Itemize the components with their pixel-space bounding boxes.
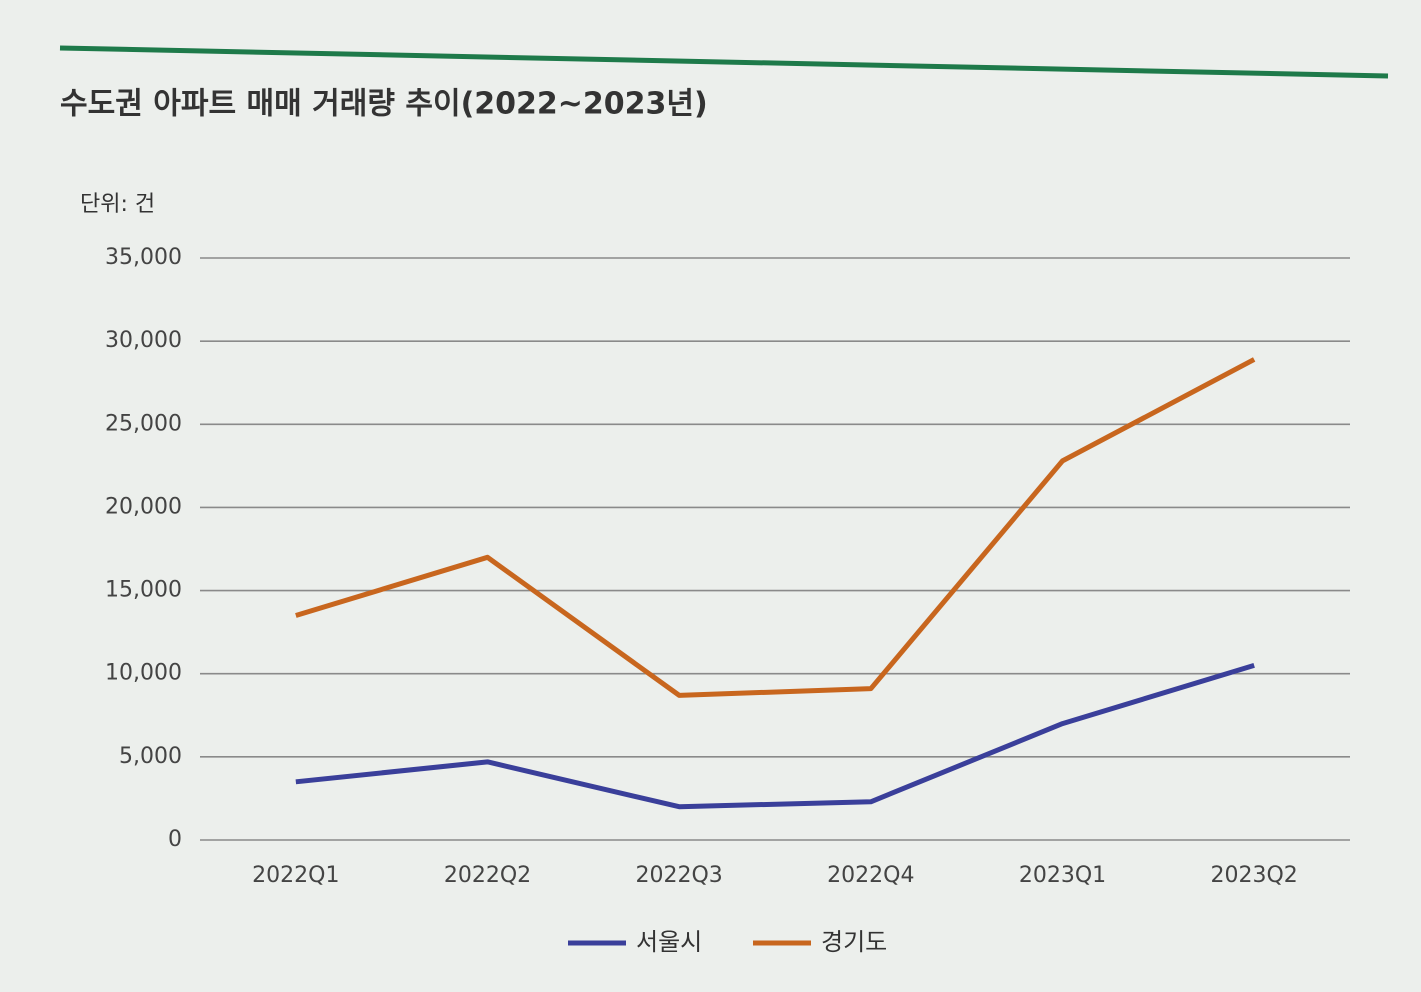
x-tick-label: 2022Q4 xyxy=(827,863,914,888)
y-tick-label: 25,000 xyxy=(105,411,182,436)
series-line xyxy=(295,663,1255,810)
y-tick-label: 0 xyxy=(168,827,182,852)
legend-label: 서울시 xyxy=(636,928,702,956)
unit-label: 단위: 건 xyxy=(80,192,155,217)
x-tick-label: 2023Q2 xyxy=(1211,863,1298,888)
y-tick-label: 10,000 xyxy=(105,661,182,686)
series-line xyxy=(295,357,1256,698)
x-tick-label: 2022Q1 xyxy=(252,863,339,888)
legend-label: 경기도 xyxy=(821,928,887,956)
chart-title: 수도권 아파트 매매 거래량 추이(2022~2023년) xyxy=(60,87,708,122)
y-tick-label: 20,000 xyxy=(105,494,182,519)
x-tick-label: 2023Q1 xyxy=(1019,863,1106,888)
header-rule xyxy=(59,45,1389,79)
y-tick-label: 30,000 xyxy=(105,328,182,353)
x-tick-label: 2022Q2 xyxy=(444,863,531,888)
x-tick-label: 2022Q3 xyxy=(636,863,723,888)
y-tick-label: 15,000 xyxy=(105,578,182,603)
y-tick-label: 35,000 xyxy=(105,245,182,270)
y-tick-label: 5,000 xyxy=(119,744,182,769)
